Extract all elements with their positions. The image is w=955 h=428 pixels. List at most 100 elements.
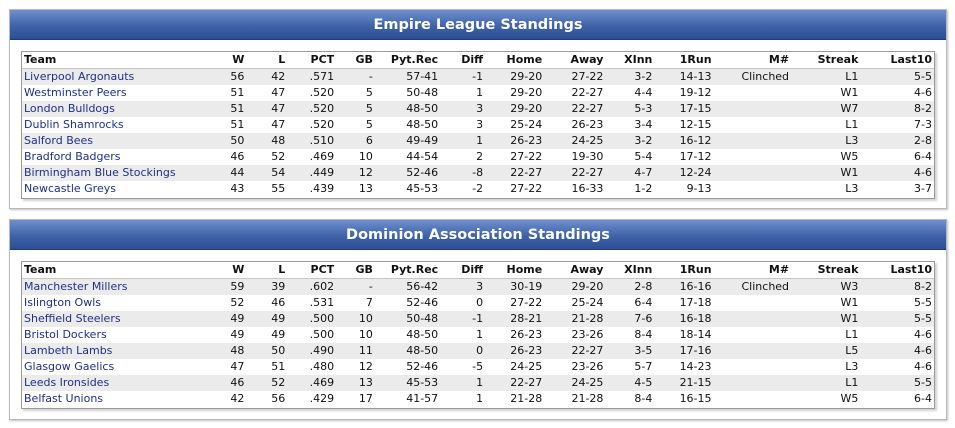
cell-xinn: 7-6 (605, 311, 655, 327)
cell-l: 46 (271, 296, 286, 309)
cell-w: 51 (205, 101, 247, 117)
cell-xinn: 4-4 (634, 86, 653, 99)
cell-pct: .429 (309, 392, 335, 405)
column-header-xinn[interactable]: XInn (605, 262, 655, 279)
cell-gb: 6 (336, 133, 375, 149)
column-header-streak[interactable]: Streak (791, 52, 861, 69)
team-link[interactable]: Islington Owls (24, 296, 101, 309)
cell-diff: 1 (476, 86, 484, 99)
cell-l: 51 (271, 360, 286, 373)
column-header-streak[interactable]: Streak (791, 262, 861, 279)
column-header-l[interactable]: L (246, 52, 288, 69)
cell-diff: -5 (472, 360, 484, 373)
cell-team: Lambeth Lambs (22, 343, 206, 359)
cell-magic-number (713, 165, 792, 181)
column-header-diff[interactable]: Diff (440, 262, 486, 279)
cell-streak: W5 (840, 392, 859, 405)
cell-away: 22-27 (571, 86, 604, 99)
team-link[interactable]: Bradford Badgers (24, 150, 121, 163)
cell-xinn: 6-4 (634, 296, 653, 309)
column-header-away[interactable]: Away (544, 262, 606, 279)
panel-title: Dominion Association Standings (10, 220, 946, 250)
cell-w: 50 (205, 133, 247, 149)
cell-home: 24-25 (510, 360, 543, 373)
column-header-home[interactable]: Home (485, 52, 545, 69)
team-link[interactable]: Salford Bees (24, 134, 94, 147)
cell-pyt-rec: 41-57 (406, 392, 439, 405)
cell-diff: -8 (440, 165, 486, 181)
column-header-team[interactable]: Team (22, 52, 206, 69)
column-header-w[interactable]: W (205, 52, 247, 69)
cell-away: 29-20 (544, 278, 606, 295)
column-header-one-run[interactable]: 1Run (654, 262, 714, 279)
cell-pct: .449 (287, 165, 337, 181)
team-link[interactable]: Leeds Ironsides (24, 376, 110, 389)
column-header-away[interactable]: Away (544, 52, 606, 69)
cell-pyt-rec: 50-48 (374, 311, 441, 327)
column-header-pyt-rec[interactable]: Pyt.Rec (374, 262, 441, 279)
column-header-xinn[interactable]: XInn (605, 52, 655, 69)
cell-magic-number (714, 391, 792, 407)
cell-home: 29-20 (485, 101, 545, 117)
cell-team: Bristol Dockers (22, 327, 206, 343)
cell-diff: -1 (440, 311, 486, 327)
column-header-w[interactable]: W (205, 262, 247, 279)
table-row: Glasgow Gaelics 47 51 .480 12 52-46 -5 24-25 23-… (22, 359, 934, 375)
column-header-gb[interactable]: GB (336, 262, 375, 279)
cell-streak: L1 (791, 68, 861, 85)
cell-pct: .602 (287, 278, 337, 295)
cell-last10: 5-5 (914, 296, 932, 309)
cell-home: 26-23 (485, 133, 545, 149)
column-header-magic-number[interactable]: M# (713, 262, 792, 279)
column-header-pyt-rec[interactable]: Pyt.Rec (374, 52, 441, 69)
table-row: Dublin Shamrocks 51 47 .520 5 48-50 3 25-24 26-2… (22, 117, 934, 133)
standings-table-container: Team W L PCT GB Pyt.Rec Diff Home Away XInn 1Run M#… (21, 51, 935, 199)
column-header-diff[interactable]: Diff (440, 52, 486, 69)
team-link[interactable]: Manchester Millers (24, 280, 128, 293)
cell-diff: 2 (476, 150, 484, 163)
column-header-one-run[interactable]: 1Run (654, 52, 714, 69)
team-link[interactable]: Newcastle Greys (24, 182, 116, 195)
cell-last10: 5-5 (860, 68, 934, 85)
team-link[interactable]: Dublin Shamrocks (24, 118, 124, 131)
cell-last10: 4-6 (914, 328, 932, 341)
cell-one-run: 16-12 (654, 133, 714, 149)
cell-xinn: 8-4 (634, 328, 653, 341)
column-header-magic-number[interactable]: M# (713, 52, 792, 69)
cell-team: Glasgow Gaelics (22, 359, 206, 375)
team-link[interactable]: Bristol Dockers (24, 328, 107, 341)
cell-one-run: 12-24 (654, 165, 714, 181)
column-header-pct[interactable]: PCT (287, 262, 337, 279)
table-row: Islington Owls 52 46 .531 7 52-46 0 27-22 25-24 6… (22, 295, 934, 311)
cell-xinn: 3-5 (605, 343, 655, 359)
cell-team: Liverpool Argonauts (22, 68, 206, 85)
team-link[interactable]: Sheffield Steelers (24, 312, 121, 325)
cell-magic-number: Clinched (713, 68, 792, 85)
cell-away: 22-27 (544, 343, 606, 359)
column-header-last10[interactable]: Last10 (860, 52, 934, 69)
cell-team: Salford Bees (22, 133, 206, 149)
cell-one-run: 9-13 (686, 182, 712, 195)
cell-pyt-rec: 57-41 (374, 68, 441, 85)
team-link[interactable]: Lambeth Lambs (24, 344, 113, 357)
team-link[interactable]: Glasgow Gaelics (24, 360, 115, 373)
cell-home: 26-23 (485, 343, 545, 359)
column-header-team[interactable]: Team (22, 262, 206, 279)
team-link[interactable]: Birmingham Blue Stockings (24, 166, 176, 179)
team-link[interactable]: Westminster Peers (24, 86, 127, 99)
column-header-gb[interactable]: GB (336, 52, 375, 69)
cell-pyt-rec: 49-49 (374, 133, 441, 149)
column-header-home[interactable]: Home (485, 262, 545, 279)
column-header-pct[interactable]: PCT (287, 52, 337, 69)
team-link[interactable]: Belfast Unions (24, 392, 104, 405)
cell-l: 50 (246, 343, 288, 359)
cell-home: 28-21 (485, 311, 545, 327)
team-link[interactable]: Liverpool Argonauts (24, 70, 135, 83)
table-row: Leeds Ironsides 46 52.469 13 45-53 1 22-27 24-2… (22, 375, 934, 391)
cell-xinn: 8-4 (634, 392, 653, 405)
cell-diff: 1 (476, 392, 484, 405)
cell-diff: 3 (440, 101, 486, 117)
team-link[interactable]: London Bulldogs (24, 102, 115, 115)
column-header-last10[interactable]: Last10 (860, 262, 934, 279)
column-header-l[interactable]: L (246, 262, 288, 279)
